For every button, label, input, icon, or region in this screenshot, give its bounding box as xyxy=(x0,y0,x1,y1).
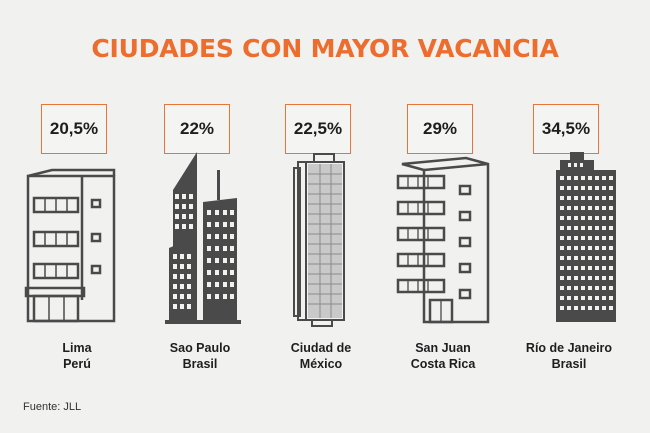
city-name: Lima xyxy=(62,341,92,355)
vacancy-value: 34,5% xyxy=(541,119,591,138)
country-name: Brasil xyxy=(551,357,587,371)
vacancy-value: 29% xyxy=(422,119,458,138)
glass-tower-building-icon xyxy=(293,153,345,327)
percentage-box: 29% xyxy=(407,104,473,154)
city-label: Ciudad de México xyxy=(246,340,396,372)
low-rise-office-building-icon xyxy=(24,168,116,323)
city-name: Río de Janeiro xyxy=(525,341,613,355)
city-label: Sao Paulo Brasil xyxy=(125,340,275,372)
country-name: México xyxy=(299,357,343,371)
country-name: Brasil xyxy=(182,357,218,371)
tall-grid-tower-building-icon xyxy=(556,152,616,322)
country-name: Perú xyxy=(63,357,91,371)
vacancy-value: 22,5% xyxy=(293,119,343,138)
twin-towers-building-icon xyxy=(165,152,241,324)
percentage-box: 20,5% xyxy=(41,104,107,154)
country-name: Costa Rica xyxy=(410,357,476,371)
page-title: CIUDADES CON MAYOR VACANCIA xyxy=(91,34,559,63)
vacancy-value: 22% xyxy=(179,119,215,138)
city-name: San Juan xyxy=(415,341,471,355)
percentage-box: 22% xyxy=(164,104,230,154)
percentage-box: 22,5% xyxy=(285,104,351,154)
city-label: San Juan Costa Rica xyxy=(368,340,518,372)
source-note: Fuente: JLL xyxy=(23,401,82,413)
city-name: Sao Paulo xyxy=(169,341,231,355)
city-name: Ciudad de xyxy=(290,341,352,355)
balcony-apartment-building-icon xyxy=(396,156,490,324)
percentage-box: 34,5% xyxy=(533,104,599,154)
vacancy-value: 20,5% xyxy=(49,119,99,138)
city-label: Río de Janeiro Brasil xyxy=(494,340,644,372)
city-label: Lima Perú xyxy=(2,340,152,372)
